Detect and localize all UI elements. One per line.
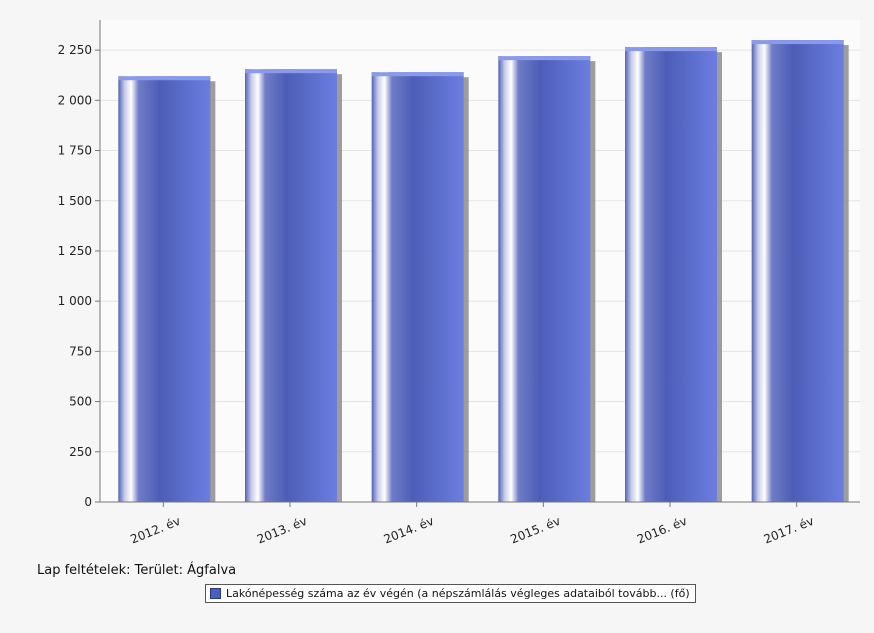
y-tick-label: 1 500 xyxy=(58,194,92,208)
y-tick-label: 2 250 xyxy=(58,43,92,57)
y-tick-label: 1 000 xyxy=(58,294,92,308)
y-tick-label: 500 xyxy=(69,395,92,409)
bar-top xyxy=(625,47,717,52)
x-category-label: 2015. év xyxy=(508,514,562,547)
bar xyxy=(751,40,844,502)
y-tick-label: 0 xyxy=(84,495,92,509)
y-tick-label: 2 000 xyxy=(58,93,92,107)
x-category-label: 2013. év xyxy=(255,514,309,547)
bar xyxy=(498,56,591,503)
x-category-label: 2012. év xyxy=(128,514,182,547)
bar xyxy=(625,47,717,503)
bar xyxy=(118,76,211,502)
bar-top xyxy=(498,56,591,61)
y-tick-label: 1 750 xyxy=(58,144,92,158)
legend-label: Lakónépesség száma az év végén (a népszá… xyxy=(226,587,690,600)
x-category-label: 2014. év xyxy=(382,514,436,547)
y-tick-label: 750 xyxy=(69,344,92,358)
page-conditions-caption: Lap feltételek: Terület: Ágfalva xyxy=(37,563,237,578)
bar xyxy=(245,69,337,503)
y-tick-label: 1 250 xyxy=(58,244,92,258)
bar-top xyxy=(371,72,464,77)
bar-top xyxy=(118,76,211,81)
bar xyxy=(371,72,464,502)
x-category-label: 2017. év xyxy=(762,514,816,547)
legend: Lakónépesség száma az év végén (a népszá… xyxy=(205,584,696,603)
bar-top xyxy=(751,40,844,45)
y-tick-label: 250 xyxy=(69,445,92,459)
bar-top xyxy=(245,69,337,74)
x-category-label: 2016. év xyxy=(635,514,689,547)
legend-swatch xyxy=(210,588,221,599)
